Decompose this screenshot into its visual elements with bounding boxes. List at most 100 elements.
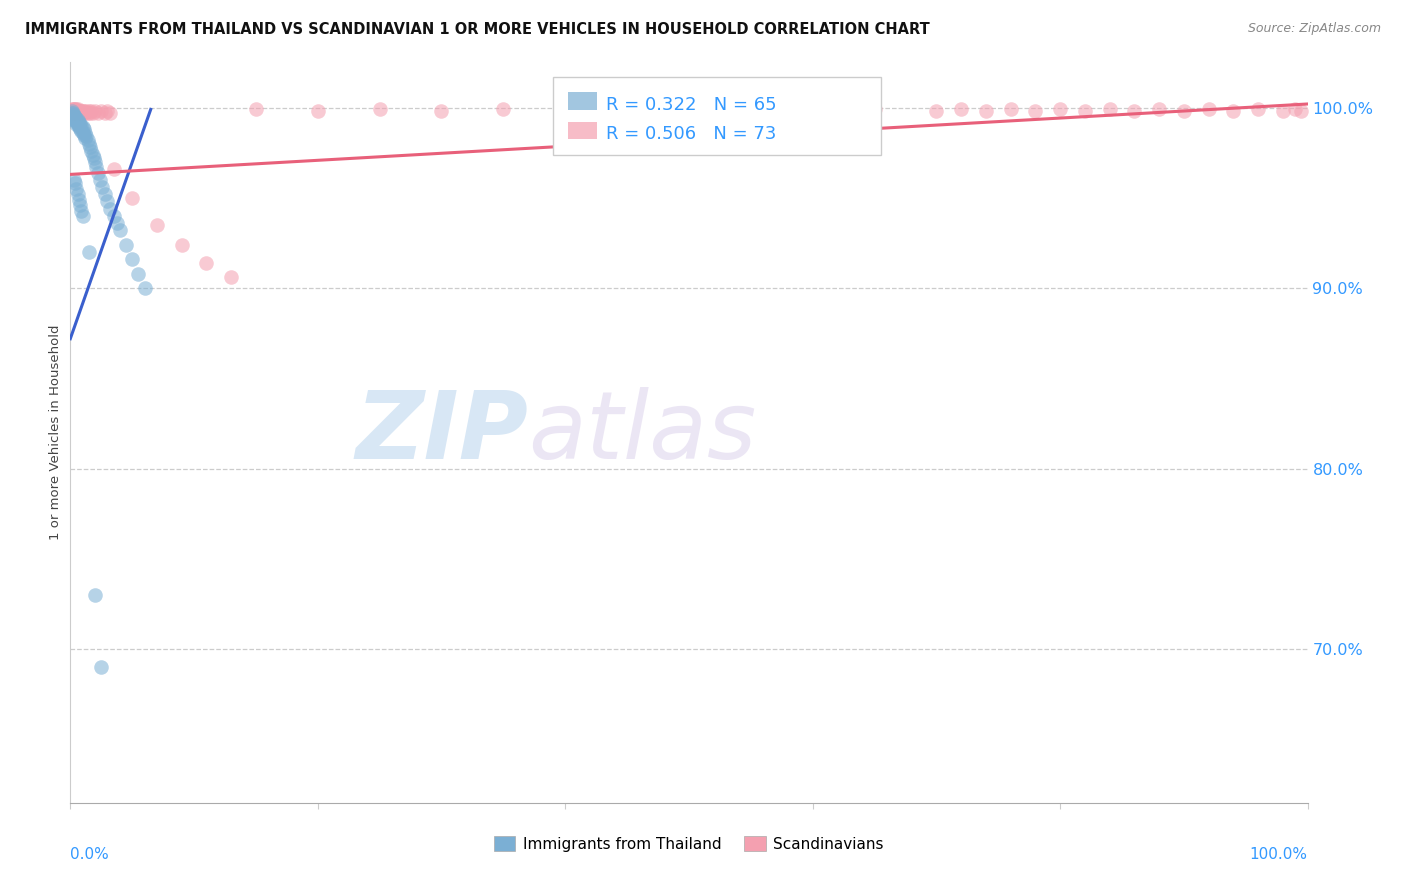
Point bbox=[63, 110, 86, 124]
Point bbox=[66, 104, 89, 119]
Point bbox=[96, 104, 118, 119]
Point bbox=[62, 103, 84, 117]
Point bbox=[80, 144, 103, 158]
Point bbox=[73, 122, 96, 136]
Point bbox=[70, 106, 93, 120]
FancyBboxPatch shape bbox=[553, 78, 880, 155]
Point bbox=[62, 106, 84, 120]
Point bbox=[60, 104, 83, 119]
Point bbox=[63, 103, 86, 117]
Point bbox=[84, 588, 107, 602]
FancyBboxPatch shape bbox=[568, 121, 598, 139]
Point bbox=[65, 103, 87, 117]
Point bbox=[103, 209, 125, 223]
Point bbox=[72, 126, 94, 140]
Point bbox=[1123, 104, 1146, 119]
Point bbox=[63, 113, 86, 128]
Point bbox=[98, 202, 121, 216]
Point bbox=[1284, 103, 1306, 117]
Point bbox=[62, 108, 84, 122]
Point bbox=[72, 209, 94, 223]
Point bbox=[307, 104, 329, 119]
Point bbox=[925, 104, 948, 119]
FancyBboxPatch shape bbox=[568, 92, 598, 110]
Point bbox=[1247, 103, 1270, 117]
Point bbox=[67, 120, 90, 135]
Point bbox=[115, 237, 138, 252]
Point bbox=[69, 104, 91, 119]
Point bbox=[77, 245, 100, 260]
Point bbox=[492, 103, 515, 117]
Point bbox=[678, 104, 700, 119]
Point bbox=[98, 106, 121, 120]
Point bbox=[63, 104, 86, 119]
Point bbox=[1222, 104, 1244, 119]
Point bbox=[63, 112, 86, 126]
Point bbox=[62, 104, 84, 119]
Text: 100.0%: 100.0% bbox=[1250, 847, 1308, 863]
Point bbox=[65, 112, 87, 126]
Point bbox=[75, 129, 97, 144]
Point bbox=[70, 104, 93, 119]
Point bbox=[616, 103, 638, 117]
Text: R = 0.322   N = 65: R = 0.322 N = 65 bbox=[606, 95, 776, 114]
Point bbox=[70, 124, 93, 138]
Point bbox=[66, 103, 89, 117]
Text: IMMIGRANTS FROM THAILAND VS SCANDINAVIAN 1 OR MORE VEHICLES IN HOUSEHOLD CORRELA: IMMIGRANTS FROM THAILAND VS SCANDINAVIAN… bbox=[25, 22, 929, 37]
Point bbox=[79, 106, 101, 120]
Point bbox=[69, 117, 91, 131]
Point bbox=[554, 104, 576, 119]
Point bbox=[72, 120, 94, 135]
Point bbox=[84, 154, 107, 169]
Point bbox=[1173, 104, 1195, 119]
Point bbox=[69, 122, 91, 136]
Point bbox=[368, 103, 391, 117]
Point bbox=[121, 191, 143, 205]
Point bbox=[67, 119, 90, 133]
Point bbox=[96, 194, 118, 209]
Point bbox=[1147, 103, 1170, 117]
Point bbox=[740, 103, 762, 117]
Point bbox=[65, 112, 87, 126]
Point bbox=[65, 106, 87, 120]
Point bbox=[60, 106, 83, 120]
Point bbox=[219, 270, 242, 285]
Point bbox=[863, 103, 886, 117]
Point bbox=[105, 216, 128, 230]
Point bbox=[65, 115, 87, 129]
Point bbox=[70, 203, 93, 218]
Text: Source: ZipAtlas.com: Source: ZipAtlas.com bbox=[1247, 22, 1381, 36]
Point bbox=[65, 110, 87, 124]
Point bbox=[76, 106, 98, 120]
Point bbox=[63, 173, 86, 187]
Point bbox=[75, 106, 97, 120]
Text: atlas: atlas bbox=[529, 387, 756, 478]
Point bbox=[134, 281, 156, 295]
Text: ZIP: ZIP bbox=[356, 386, 529, 479]
Point bbox=[195, 256, 218, 270]
Point bbox=[63, 106, 86, 120]
Point bbox=[65, 104, 87, 119]
Point bbox=[84, 160, 107, 174]
Point bbox=[127, 267, 149, 281]
Point bbox=[65, 177, 87, 191]
Text: 0.0%: 0.0% bbox=[70, 847, 110, 863]
Point bbox=[86, 165, 108, 179]
Point bbox=[1049, 103, 1071, 117]
Point bbox=[66, 115, 89, 129]
Point bbox=[170, 237, 193, 252]
Point bbox=[65, 182, 87, 196]
Point bbox=[66, 113, 89, 128]
Point bbox=[66, 117, 89, 131]
Point bbox=[91, 180, 114, 194]
Point bbox=[1074, 104, 1097, 119]
Point bbox=[60, 104, 83, 119]
Point bbox=[65, 106, 87, 120]
Point bbox=[89, 173, 111, 187]
Point bbox=[65, 103, 87, 117]
Point bbox=[79, 140, 101, 154]
Point bbox=[67, 104, 90, 119]
Point bbox=[94, 187, 117, 202]
Point bbox=[66, 106, 89, 120]
Text: R = 0.506   N = 73: R = 0.506 N = 73 bbox=[606, 126, 776, 144]
